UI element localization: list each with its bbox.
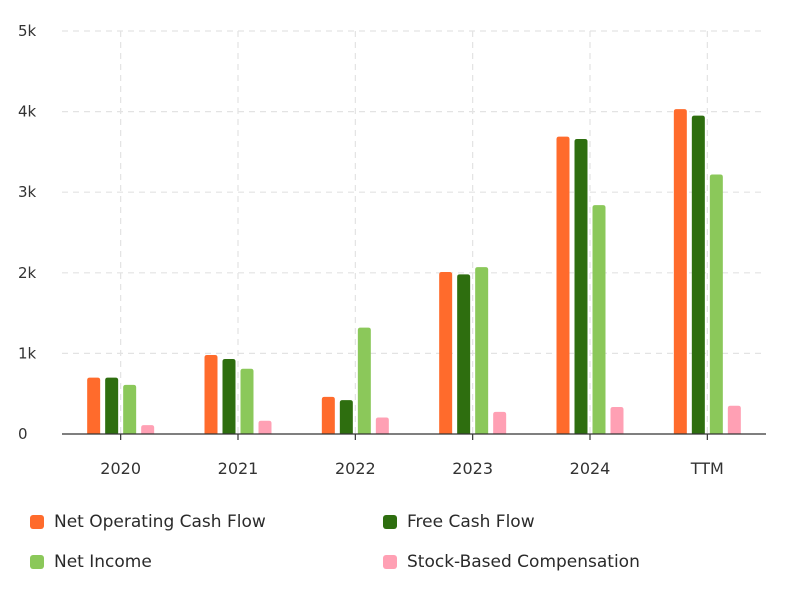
bar-free-cash-flow-ttm[interactable] (691, 115, 705, 434)
legend-swatch (383, 555, 397, 569)
legend-swatch (383, 515, 397, 529)
bar-net-operating-cash-flow-2024[interactable] (556, 136, 570, 434)
x-tick-label: 2020 (100, 459, 141, 478)
y-tick-label: 4k (18, 103, 37, 121)
bar-net-operating-cash-flow-ttm[interactable] (673, 109, 687, 434)
y-tick-label: 1k (18, 344, 37, 362)
legend-item-net-operating-cash-flow[interactable]: Net Operating Cash Flow (30, 512, 266, 532)
y-tick-label: 0 (18, 425, 28, 443)
bar-chart: 0 1k 2k 3k 4k 5k 2020 2021 2022 2023 2024 TTM (18, 22, 766, 478)
bar-stock-based-compensation-2022[interactable] (375, 417, 389, 434)
bar-net-operating-cash-flow-2021[interactable] (204, 355, 218, 434)
bar-net-income-2021[interactable] (240, 368, 254, 434)
x-tick-label: 2023 (452, 459, 493, 478)
bar-stock-based-compensation-2024[interactable] (610, 406, 624, 434)
y-tick-label: 3k (18, 183, 37, 201)
x-axis-tick-labels: 2020 2021 2022 2023 2024 TTM (100, 459, 724, 478)
bar-net-income-2023[interactable] (475, 267, 489, 434)
legend-swatch (30, 515, 44, 529)
x-tick-label: 2022 (335, 459, 376, 478)
legend-label: Free Cash Flow (407, 512, 535, 532)
legend-label: Net Income (54, 552, 152, 572)
y-tick-label: 2k (18, 264, 37, 282)
bar-free-cash-flow-2021[interactable] (222, 359, 236, 434)
bars (87, 109, 741, 434)
legend-label: Net Operating Cash Flow (54, 512, 266, 532)
x-tick-label: 2024 (570, 459, 611, 478)
bar-stock-based-compensation-2020[interactable] (141, 425, 155, 434)
bar-free-cash-flow-2022[interactable] (339, 400, 353, 434)
legend-item-net-income[interactable]: Net Income (30, 552, 152, 572)
y-axis-tick-labels: 0 1k 2k 3k 4k 5k (18, 22, 37, 443)
bar-net-income-2022[interactable] (357, 327, 371, 434)
legend-item-free-cash-flow[interactable]: Free Cash Flow (383, 512, 535, 532)
x-tick-label: 2021 (218, 459, 259, 478)
bar-net-operating-cash-flow-2023[interactable] (439, 271, 453, 434)
grid-lines (62, 30, 766, 440)
y-tick-label: 5k (18, 22, 37, 40)
bar-stock-based-compensation-2021[interactable] (258, 420, 272, 434)
bar-net-operating-cash-flow-2020[interactable] (87, 377, 101, 434)
bar-net-income-2024[interactable] (592, 205, 606, 434)
legend-swatch (30, 555, 44, 569)
bar-free-cash-flow-2024[interactable] (574, 139, 588, 434)
legend-item-stock-based-compensation[interactable]: Stock-Based Compensation (383, 552, 640, 572)
bar-stock-based-compensation-ttm[interactable] (727, 405, 741, 434)
bar-net-operating-cash-flow-2022[interactable] (321, 396, 335, 434)
legend-label: Stock-Based Compensation (407, 552, 640, 572)
bar-free-cash-flow-2023[interactable] (457, 274, 471, 434)
bar-net-income-ttm[interactable] (709, 174, 723, 434)
x-tick-label: TTM (690, 459, 724, 478)
bar-net-income-2020[interactable] (123, 384, 137, 434)
bar-stock-based-compensation-2023[interactable] (493, 411, 507, 434)
bar-free-cash-flow-2020[interactable] (105, 377, 119, 434)
